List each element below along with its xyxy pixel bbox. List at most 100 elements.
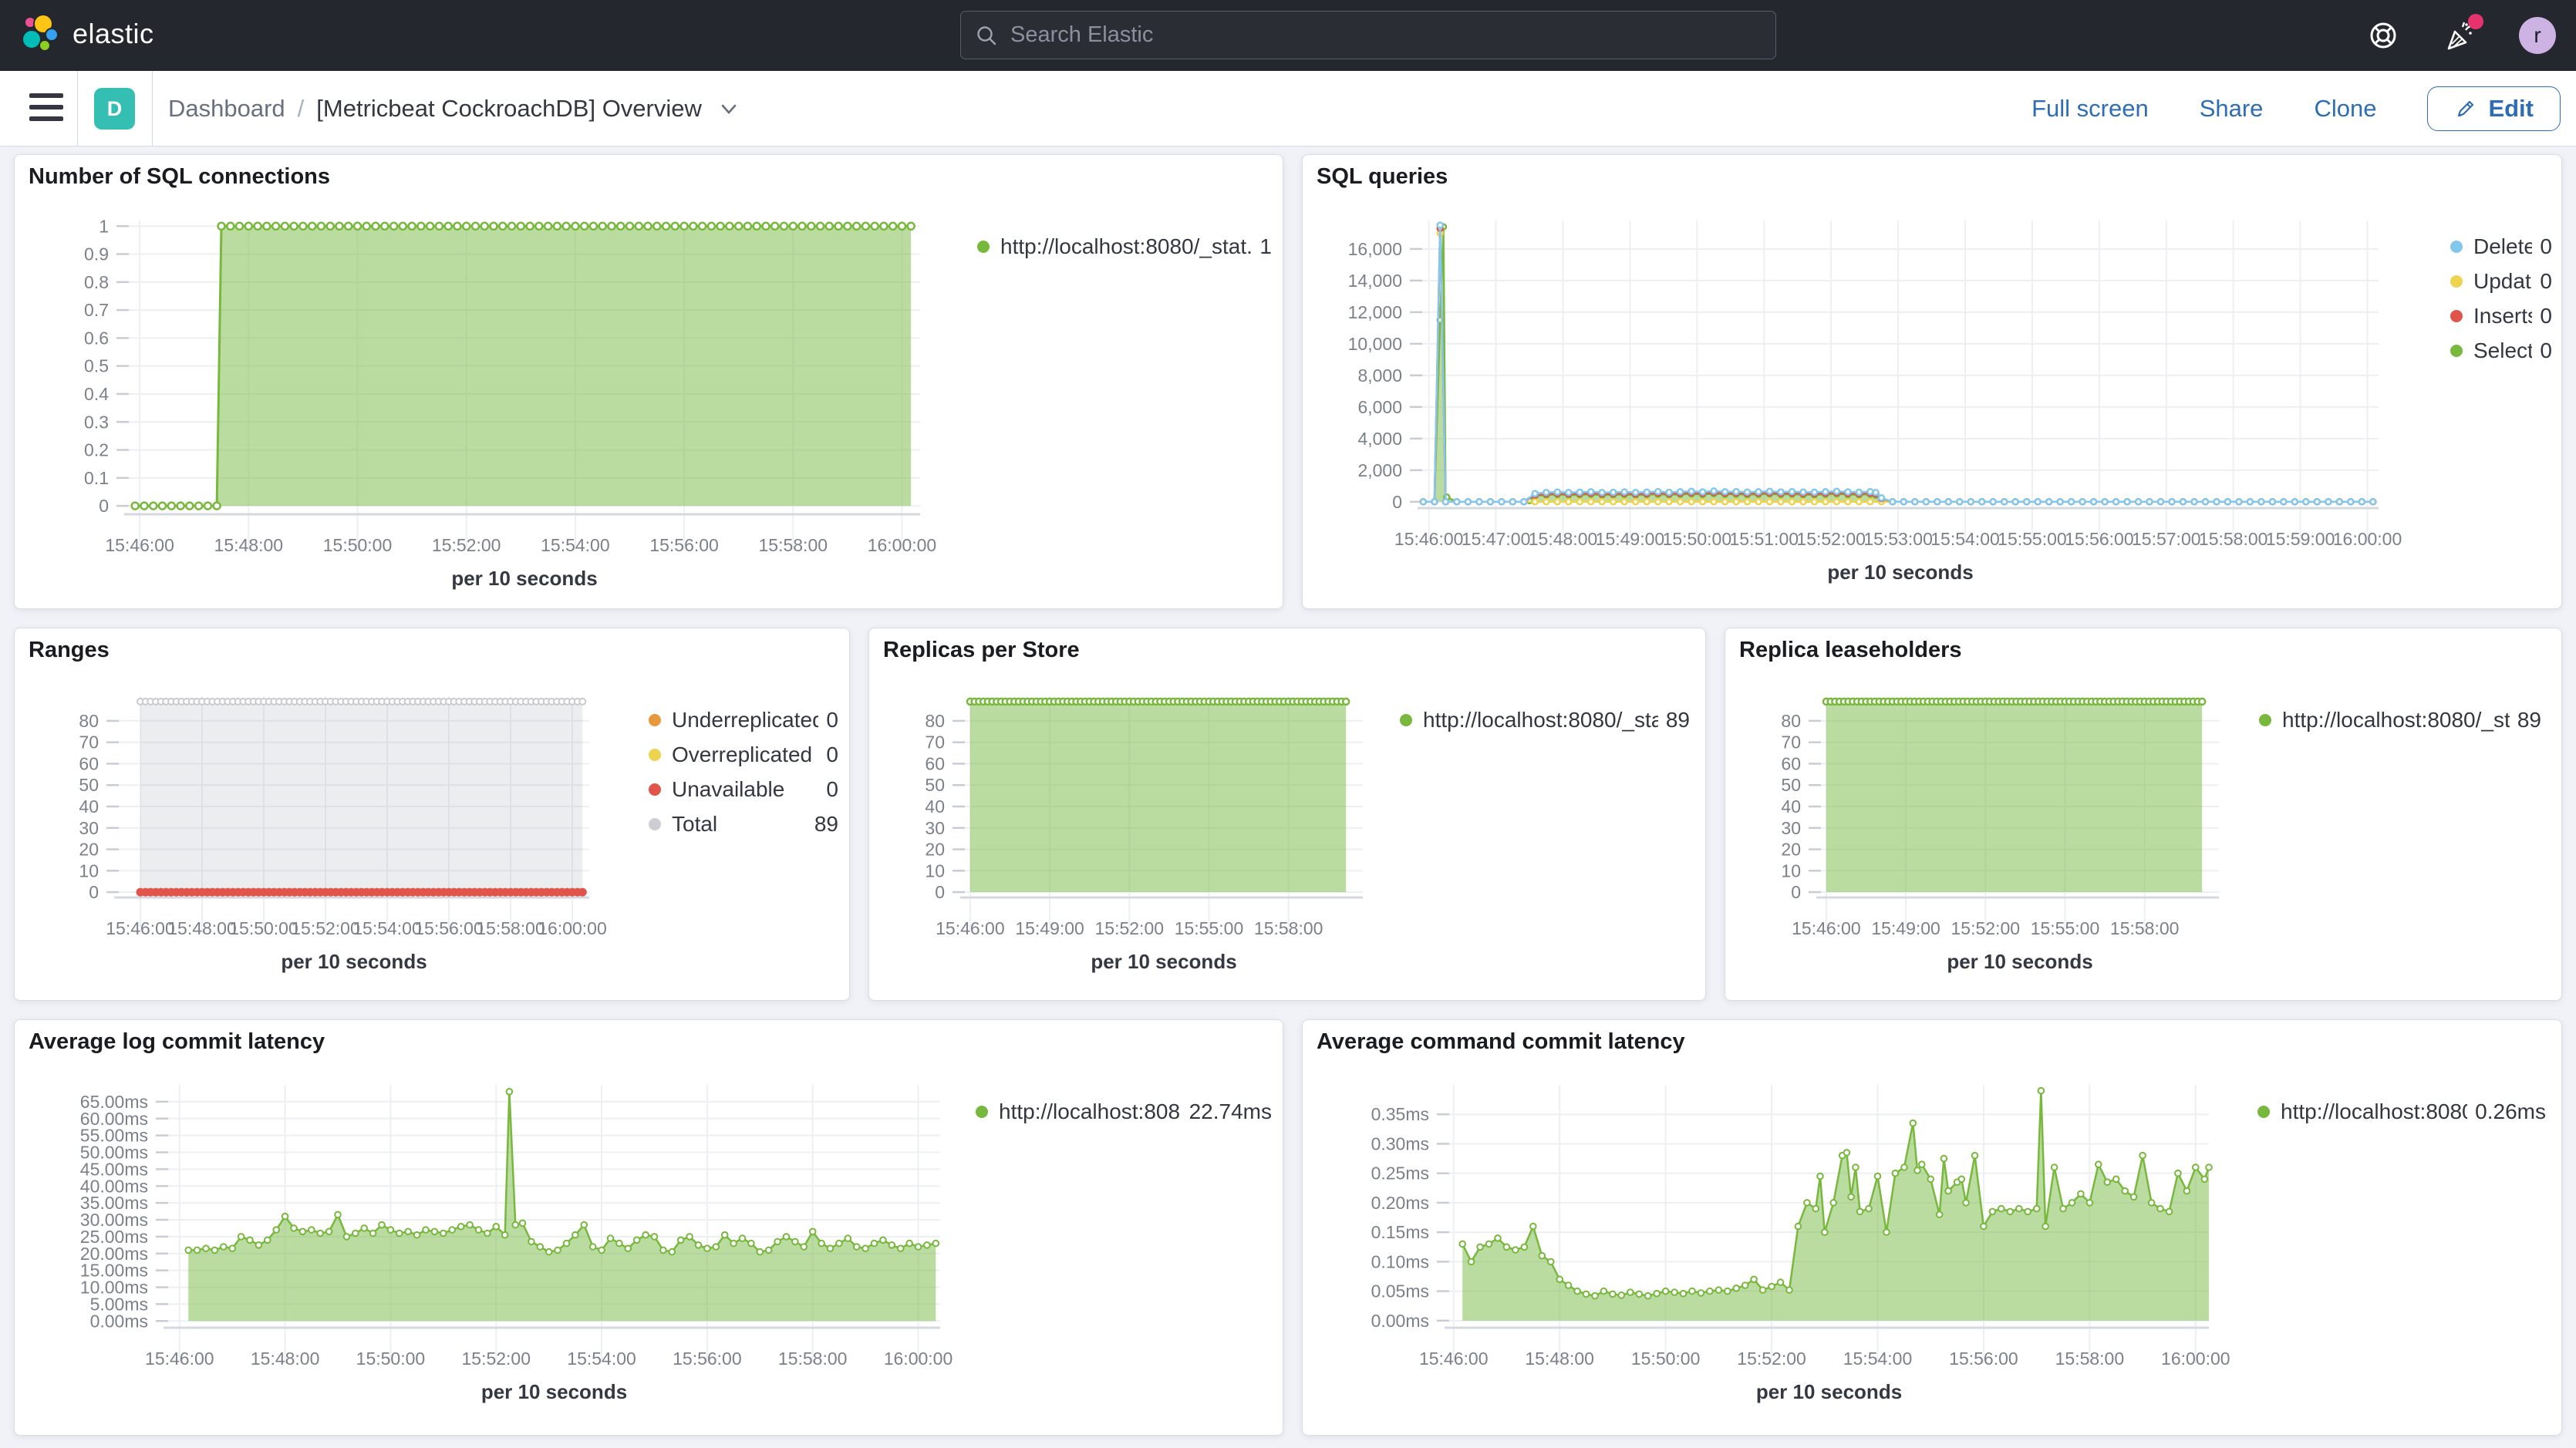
legend-series-label: Unavailable xyxy=(672,776,785,801)
y-tick-label: 10.00ms xyxy=(80,1278,148,1298)
x-tick-label: 15:59:00 xyxy=(2266,529,2335,549)
x-tick-label: 15:54:00 xyxy=(1843,1349,1913,1369)
y-tick-label: 30 xyxy=(1781,818,1801,838)
title-menu-button[interactable] xyxy=(716,99,742,118)
legend-item[interactable]: http://localhost:8080/_sta... 89 xyxy=(1400,702,1690,737)
x-tick-label: 15:50:00 xyxy=(1663,529,1732,549)
header-actions: r xyxy=(2365,0,2556,71)
y-tick-label: 45.00ms xyxy=(80,1159,148,1179)
y-tick-label: 16,000 xyxy=(1348,239,1402,259)
legend-item[interactable]: Deletes 0 xyxy=(2450,229,2552,264)
x-tick-label: 15:48:00 xyxy=(1529,529,1598,549)
legend-item[interactable]: http://localhost:8080/_stat... 1 xyxy=(977,229,1272,264)
legend-item[interactable]: Selects 0 xyxy=(2450,333,2552,368)
legend-series-dot xyxy=(649,713,661,726)
dashboards-badge[interactable]: D xyxy=(94,88,135,130)
x-tick-label: 15:58:00 xyxy=(759,535,828,555)
y-tick-label: 0.3 xyxy=(84,412,109,432)
panel-title[interactable]: Replica leaseholders xyxy=(1739,638,1962,662)
x-tick-label: 15:50:00 xyxy=(1631,1349,1701,1369)
legend-series-value: 89 xyxy=(814,811,838,836)
clone-button[interactable]: Clone xyxy=(2314,95,2377,122)
chart-sql-queries: 15:46:0015:47:0015:48:0015:49:0015:50:00… xyxy=(1348,221,2402,584)
x-tick-label: 15:52:00 xyxy=(461,1349,531,1369)
y-tick-label: 40 xyxy=(1781,796,1801,817)
x-tick-label: 15:56:00 xyxy=(673,1349,742,1369)
breadcrumb: Dashboard / [Metricbeat CockroachDB] Ove… xyxy=(168,71,742,146)
legend-item[interactable]: Unavailable 0 xyxy=(649,772,838,807)
y-tick-label: 50 xyxy=(925,775,945,795)
avatar[interactable]: r xyxy=(2519,17,2556,54)
full-screen-button[interactable]: Full screen xyxy=(2031,95,2149,122)
legend-item[interactable]: http://localhost:8080... 0.26ms xyxy=(2257,1094,2546,1129)
panel-title[interactable]: Replicas per Store xyxy=(883,638,1080,662)
y-tick-label: 20.00ms xyxy=(80,1244,148,1264)
legend: http://localhost:8080... 0.26ms xyxy=(2257,1094,2546,1129)
breadcrumb-dashboard-link[interactable]: Dashboard xyxy=(168,95,285,122)
y-tick-label: 40 xyxy=(79,796,99,817)
panel-title[interactable]: SQL queries xyxy=(1317,164,1448,189)
legend-item[interactable]: Total 89 xyxy=(649,807,838,841)
panel-title[interactable]: Average command commit latency xyxy=(1317,1029,1685,1054)
legend-item[interactable]: Overreplicated 0 xyxy=(649,737,838,772)
y-tick-label: 0.9 xyxy=(84,244,109,264)
x-tick-label: 15:51:00 xyxy=(1730,529,1799,549)
legend-item[interactable]: http://localhost:808... 22.74ms xyxy=(976,1094,1272,1129)
y-tick-label: 70 xyxy=(1781,732,1801,753)
panel-sql-connections: Number of SQL connections 15:46:00 15:48:0… xyxy=(14,154,1283,609)
legend-series-label: Selects xyxy=(2473,338,2533,362)
chart-ranges: 15:46:0015:48:0015:50:0015:52:0015:54:00… xyxy=(79,696,607,973)
legend-series-dot xyxy=(2259,713,2271,726)
y-tick-label: 0 xyxy=(1791,882,1801,902)
y-tick-label: 0.00ms xyxy=(90,1311,148,1331)
y-tick-label: 10 xyxy=(1781,860,1801,881)
x-axis-label: per 10 seconds xyxy=(1756,1380,1902,1403)
legend-series-label: http://localhost:8080/_sta... xyxy=(1423,707,1658,732)
chart-sql-connections: 15:46:00 15:48:00 15:50:00 15:52:00 15:54:00… xyxy=(84,216,936,590)
breadcrumb-separator: / xyxy=(297,95,305,122)
legend-series-value: 0 xyxy=(826,742,838,766)
legend: Underreplicated 0 Overreplicated 0 Unavailab… xyxy=(649,702,838,841)
y-tick-label: 60 xyxy=(1781,753,1801,773)
help-icon xyxy=(2370,22,2396,49)
legend-series-value: 0 xyxy=(826,707,838,732)
legend-item[interactable]: Inserts 0 xyxy=(2450,298,2552,333)
search-input[interactable] xyxy=(1009,22,1762,49)
legend-series-value: 0.26ms xyxy=(2475,1099,2546,1123)
y-tick-label: 20 xyxy=(1781,840,1801,860)
y-tick-label: 30 xyxy=(79,818,99,838)
y-tick-label: 25.00ms xyxy=(80,1227,148,1247)
y-tick-label: 0.05ms xyxy=(1371,1281,1429,1302)
global-search[interactable] xyxy=(960,11,1776,59)
legend-series-label: Total xyxy=(672,811,718,836)
menu-button[interactable] xyxy=(29,93,63,124)
legend-item[interactable]: Underreplicated 0 xyxy=(649,702,838,737)
newsfeed-button[interactable] xyxy=(2442,14,2483,54)
x-tick-label: 15:56:00 xyxy=(414,918,484,938)
help-button[interactable] xyxy=(2365,17,2402,54)
legend-item[interactable]: http://localhost:8080/_sta... 89 xyxy=(2259,702,2541,737)
y-tick-label: 40.00ms xyxy=(80,1176,148,1196)
y-tick-label: 30.00ms xyxy=(80,1210,148,1230)
elastic-logo[interactable]: elastic xyxy=(20,14,154,54)
panel-title[interactable]: Ranges xyxy=(29,638,110,662)
panel-title[interactable]: Number of SQL connections xyxy=(29,164,331,189)
edit-button[interactable]: Edit xyxy=(2427,86,2561,131)
legend: http://localhost:8080/_sta... 89 xyxy=(1400,702,1690,737)
legend-series-value: 89 xyxy=(2517,707,2541,732)
panel-avg-log-commit-latency: Average log commit latency 15:46:00 15:48:… xyxy=(14,1019,1283,1436)
x-tick-label: 16:00:00 xyxy=(884,1349,953,1369)
panel-sql-queries: SQL queries 15:46:00 15:47:00 15:48:00 15:49… xyxy=(1302,154,2562,609)
x-tick-label: 15:46:00 xyxy=(145,1349,214,1369)
y-tick-label: 0 xyxy=(1392,492,1402,512)
x-tick-label: 15:46:00 xyxy=(106,918,175,938)
panel-title[interactable]: Average log commit latency xyxy=(29,1029,325,1054)
x-tick-label: 15:58:00 xyxy=(778,1349,848,1369)
legend-series-label: http://localhost:8080... xyxy=(2281,1099,2467,1123)
legend-item[interactable]: Updates 0 xyxy=(2450,264,2552,298)
y-tick-label: 20 xyxy=(79,840,99,860)
y-tick-label: 50 xyxy=(79,775,99,795)
share-button[interactable]: Share xyxy=(2199,95,2264,122)
panel-ranges: Ranges 15:46:00 15:48:00 15:50:00 15:52:00 15… xyxy=(14,628,850,1001)
y-tick-label: 0 xyxy=(935,882,945,902)
